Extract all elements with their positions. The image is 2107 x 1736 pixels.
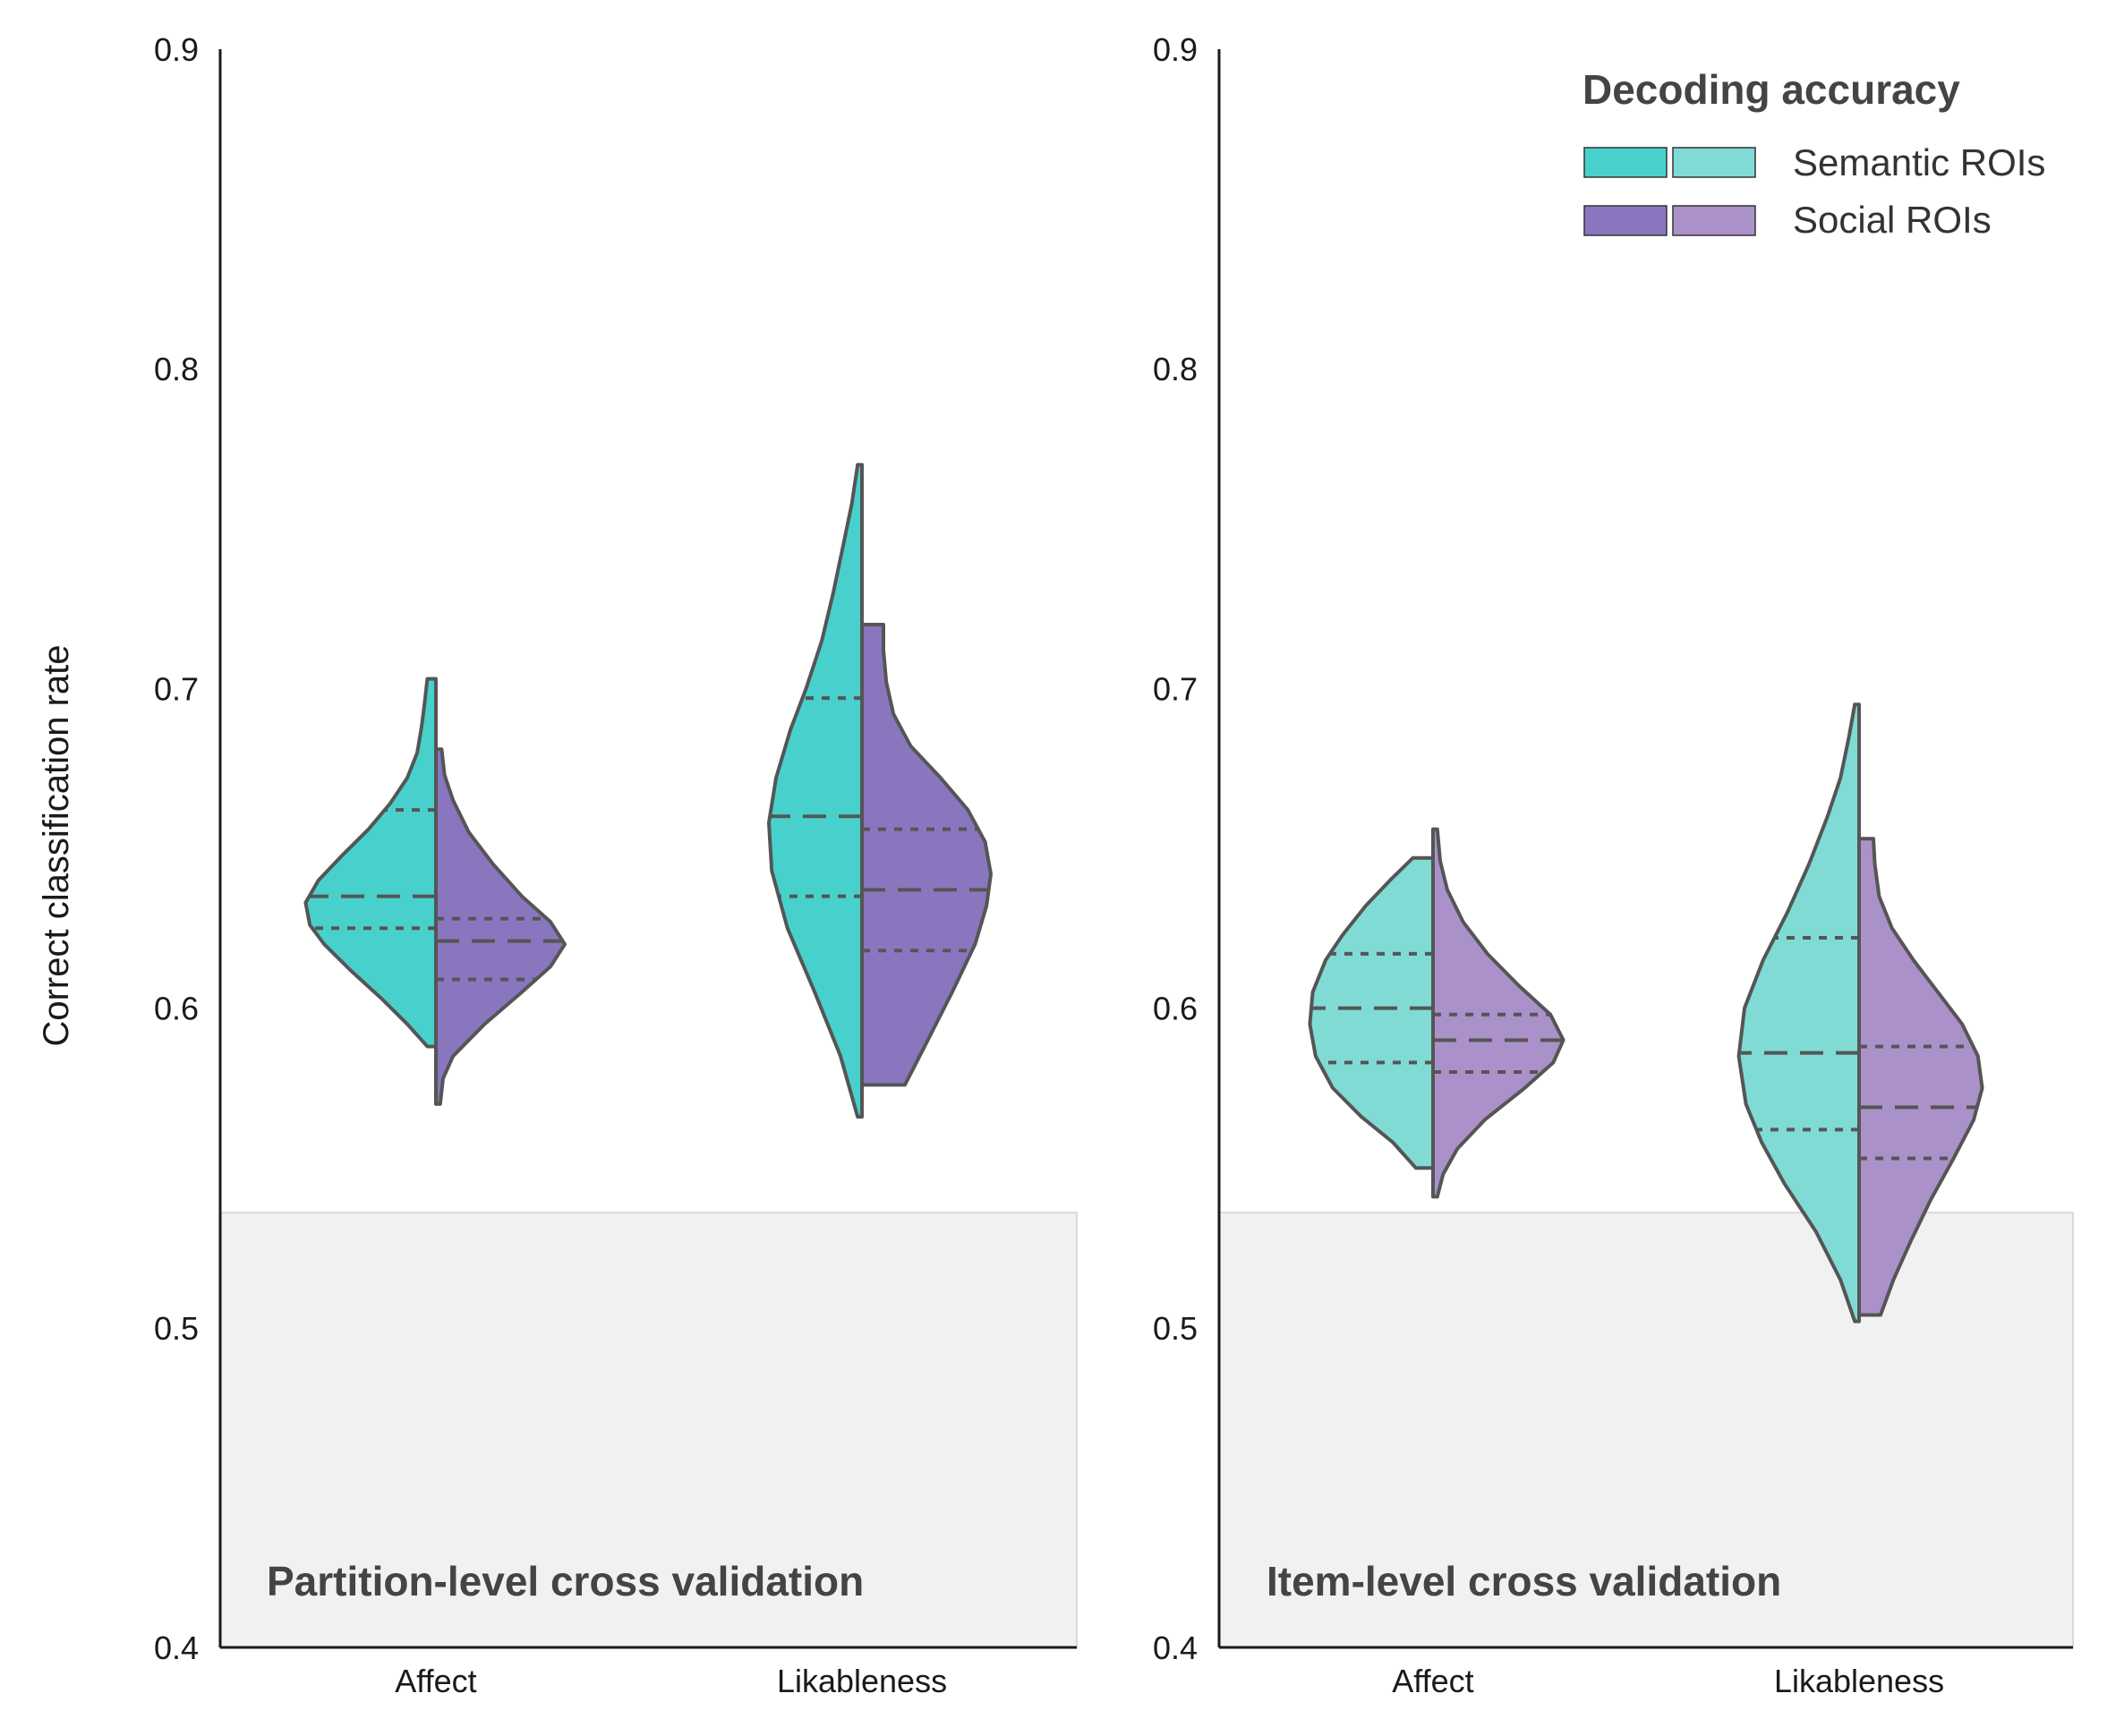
violin-social-rois-likableness: [860, 622, 993, 1087]
chance-level-band: [219, 1212, 1078, 1648]
y-tick-label: 0.9: [1153, 31, 1198, 68]
y-tick-label: 0.8: [1153, 351, 1198, 387]
violin-semantic-rois-likableness: [767, 463, 864, 1119]
x-tick-label: Affect: [395, 1663, 476, 1699]
y-tick-label: 0.6: [154, 991, 199, 1027]
y-tick-label: 0.5: [154, 1310, 199, 1347]
x-tick-label: Affect: [1392, 1663, 1473, 1699]
legend-label-semantic: Semantic ROIs: [1793, 141, 2045, 183]
violin-social-rois-affect: [434, 747, 567, 1106]
violin-semantic-rois-likableness: [1736, 702, 1861, 1323]
legend-title: Decoding accuracy: [1582, 66, 1960, 113]
y-tick-label: 0.4: [154, 1630, 199, 1666]
legend-swatch-semantic-item: [1672, 147, 1756, 178]
x-tick-label: Likableness: [777, 1663, 947, 1699]
panel-partition-level: 0.4 0.5 0.6 0.7 0.8 0.9 Affect Likableness Parti…: [154, 31, 1078, 1699]
violin-semantic-rois-affect: [1308, 855, 1435, 1170]
legend-swatch-semantic-partition: [1583, 147, 1668, 178]
legend-swatch-social-partition: [1583, 205, 1668, 236]
y-tick-label: 0.4: [1153, 1630, 1198, 1666]
y-tick-label: 0.8: [154, 351, 199, 387]
y-axis-label: Correct classification rate: [37, 644, 76, 1046]
legend-entry-semantic: Semantic ROIs: [1583, 141, 2045, 183]
chance-level-band: [1218, 1212, 2074, 1648]
legend-swatch-social-item: [1672, 205, 1756, 236]
y-tick-label: 0.6: [1153, 991, 1198, 1027]
legend-label-social: Social ROIs: [1793, 199, 1992, 241]
panel-title: Partition-level cross validation: [267, 1558, 864, 1604]
y-tick-label: 0.7: [154, 670, 199, 707]
x-tick-label: Likableness: [1774, 1663, 1944, 1699]
y-tick-label: 0.7: [1153, 670, 1198, 707]
violin-social-rois-likableness: [1857, 837, 1984, 1317]
y-tick-label: 0.5: [1153, 1310, 1198, 1347]
y-tick-label: 0.9: [154, 31, 199, 68]
legend-entry-social: Social ROIs: [1583, 199, 1992, 241]
panel-item-level: 0.4 0.5 0.6 0.7 0.8 0.9 Affect Likableness Item-…: [1153, 31, 2074, 1699]
panel-title: Item-level cross validation: [1267, 1558, 1781, 1604]
legend: Decoding accuracy Semantic ROIs Social R…: [1582, 66, 2045, 241]
violin-semantic-rois-affect: [303, 677, 438, 1049]
